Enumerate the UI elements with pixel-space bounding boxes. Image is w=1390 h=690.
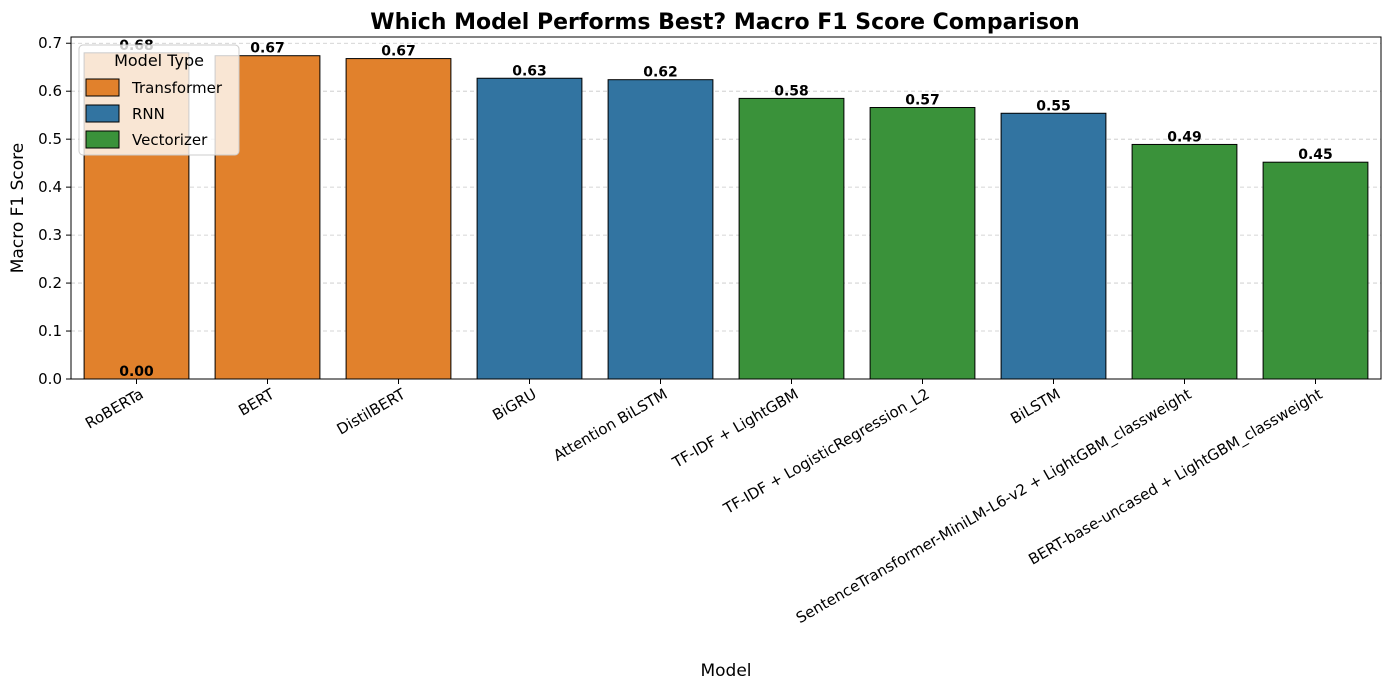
bar xyxy=(345,58,452,380)
bar-data-label: 0.55 xyxy=(1036,98,1071,114)
bar xyxy=(869,107,976,380)
y-tick-label: 0.3 xyxy=(38,226,62,244)
bar-data-label: 0.49 xyxy=(1167,129,1202,145)
bar-data-label: 0.57 xyxy=(905,93,940,109)
y-tick-label: 0.5 xyxy=(38,130,62,148)
x-tick-label: BERT xyxy=(235,384,278,419)
bar xyxy=(1131,143,1238,380)
legend-entry-label: Vectorizer xyxy=(132,131,208,149)
bar-data-label: 0.00 xyxy=(119,364,154,380)
bar-data-label: 0.62 xyxy=(643,65,678,81)
x-tick-label: BiLSTM xyxy=(1007,385,1063,428)
bar xyxy=(476,77,583,380)
y-tick-label: 0.1 xyxy=(38,322,62,340)
bar xyxy=(738,97,845,380)
y-tick-label: 0.6 xyxy=(38,82,62,100)
legend-entry-label: Transformer xyxy=(131,79,223,97)
legend: Model Type Transformer RNN Vectorizer xyxy=(78,44,240,156)
x-tick-label: DistilBERT xyxy=(334,384,410,438)
legend-swatch xyxy=(85,130,120,149)
x-axis-label: Model xyxy=(700,661,751,681)
y-axis: 0.0 0.1 0.2 0.3 0.4 0.5 0.6 0.7 xyxy=(38,34,71,388)
y-tick-label: 0.7 xyxy=(38,34,62,52)
bar-data-label: 0.45 xyxy=(1298,147,1333,163)
legend-title: Model Type xyxy=(114,51,204,70)
y-axis-label: Macro F1 Score xyxy=(8,143,28,273)
y-tick-label: 0.0 xyxy=(38,370,62,388)
x-tick-label: BiGRU xyxy=(489,385,539,424)
bar-data-labels: 0.680.670.670.630.620.580.570.550.490.45… xyxy=(119,38,1333,380)
y-tick-label: 0.2 xyxy=(38,274,62,292)
bars xyxy=(83,52,1369,380)
bar-data-label: 0.58 xyxy=(774,83,809,99)
x-tick-label: RoBERTa xyxy=(82,385,146,433)
bar-data-label: 0.67 xyxy=(381,44,416,60)
bar xyxy=(1000,112,1107,380)
legend-box xyxy=(78,44,240,156)
y-tick-label: 0.4 xyxy=(38,178,62,196)
bar xyxy=(607,79,714,380)
bar-data-label: 0.67 xyxy=(250,41,285,57)
x-axis: RoBERTa BERT DistilBERT BiGRU Attention BiLS… xyxy=(82,379,1326,628)
legend-entries: Transformer RNN Vectorizer xyxy=(85,78,223,149)
chart-title: Which Model Performs Best? Macro F1 Scor… xyxy=(370,10,1079,35)
legend-swatch xyxy=(85,104,120,123)
legend-entry-label: RNN xyxy=(132,105,165,123)
x-tick-label: TF-IDF + LogisticRegression_L2 xyxy=(720,385,933,519)
legend-swatch xyxy=(85,78,120,97)
x-tick-label: TF-IDF + LightGBM xyxy=(668,385,801,472)
bar xyxy=(1262,161,1369,380)
x-tick-label: Attention BiLSTM xyxy=(550,385,670,465)
bar-data-label: 0.63 xyxy=(512,63,547,79)
plot-frame xyxy=(70,36,1382,380)
x-tick-label: BERT-base-uncased + LightGBM_classweight xyxy=(1025,385,1326,570)
